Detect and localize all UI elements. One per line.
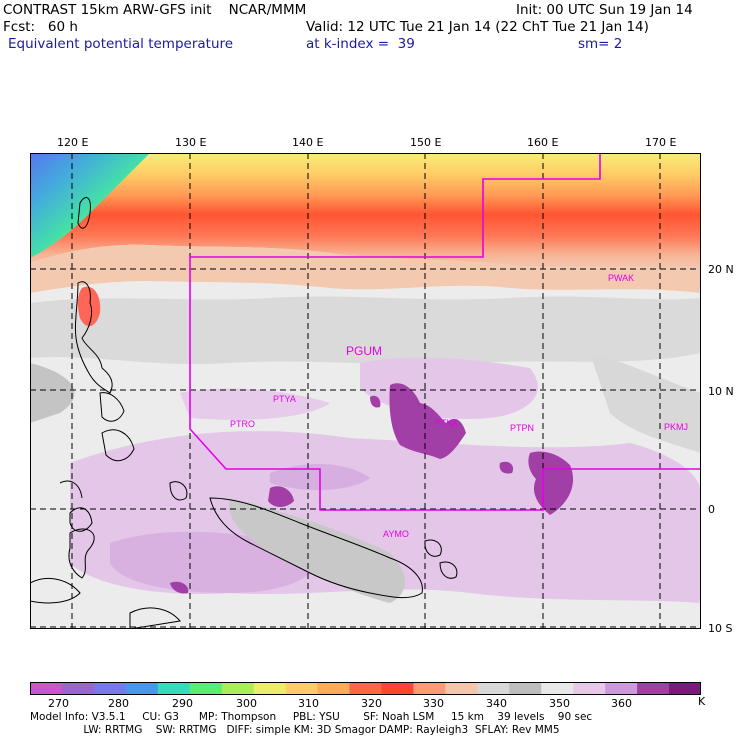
colorbar-label: 330 [423,697,444,710]
taiwan-coast [77,197,91,229]
colorbar-frame [30,682,701,695]
colorbar-swatch [30,682,63,695]
station-label: AYMO [383,529,409,539]
warm-spot [77,286,101,327]
station-label: PTPN [510,423,534,433]
bougainville-coast [439,561,458,579]
header-init-time: Init: 00 UTC Sun 19 Jan 14 [516,2,693,18]
colorbar-swatch [349,682,382,695]
theta-e-map: PWAK PGUM PTYA PTRO PTKK PTPN PKMJ AYMO [30,153,701,629]
colorbar-swatch [253,682,287,695]
colorbar-label: 290 [172,697,193,710]
grey-band-west [30,363,75,423]
flight-region-boundary [189,153,701,511]
lat-tick-label: 10 S [708,622,733,635]
lon-tick-label: 160 E [527,136,559,149]
header-smoothing: sm= 2 [578,36,623,52]
colorbar-swatch [541,682,574,695]
convective-cell [170,581,189,594]
visayas-coast [99,392,125,422]
colorbar-label: 280 [108,697,129,710]
colorbar-label: 360 [611,697,632,710]
lon-tick-label: 170 E [645,136,677,149]
colorbar-swatch [509,682,542,695]
colorbar-unit: K [698,695,706,708]
model-info-line1: Model Info: V3.5.1 CU: G3 MP: Thompson P… [30,711,593,723]
map-panel: PWAK PGUM PTYA PTRO PTKK PTPN PKMJ AYMO [30,153,701,629]
colorbar-swatch [285,682,319,695]
header-valid-time: Valid: 12 UTC Tue 21 Jan 14 (22 ChT Tue … [306,19,649,35]
colorbar-label: 270 [48,697,69,710]
luzon-coast [74,281,113,394]
new-britain-coast [424,539,442,557]
colorbar-swatch [381,682,414,695]
lat-tick-label: 10 N [708,385,734,398]
station-label: PTRO [230,419,255,429]
colorbar-label: 320 [361,697,382,710]
grey-band-east [590,353,701,453]
colorbar [30,682,701,695]
australia-coast [129,607,181,629]
colorbar-swatch [445,682,478,695]
colorbar-label: 350 [549,697,570,710]
convective-cell [389,383,466,459]
colorbar-swatch [669,682,701,695]
station-label: PKMJ [664,422,688,432]
header-field-name: Equivalent potential temperature [8,36,234,52]
lat-tick-label: 0 [708,503,715,516]
lat-tick-label: 20 N [708,263,734,276]
convective-cell [370,395,381,408]
header-level: at k-index = 39 [306,36,415,52]
lavender-region-north [180,388,330,420]
station-label: PWAK [608,273,634,283]
colorbar-label: 300 [236,697,257,710]
model-info-line2: LW: RRTMG SW: RRTMG DIFF: simple KM: 3D … [30,724,560,736]
convective-cell [499,461,514,474]
station-label: PTYA [273,394,296,404]
colorbar-swatch [93,682,127,695]
highland-grey [229,498,405,603]
coastlines [30,197,458,629]
colorbar-swatch [317,682,351,695]
new-guinea-coast [209,497,423,599]
lon-tick-label: 130 E [175,136,207,149]
colorbar-swatch [221,682,255,695]
colorbar-swatch [157,682,191,695]
mindanao-coast [101,429,135,462]
station-label: PTKK [435,418,459,428]
colorbar-swatch [477,682,510,695]
sulawesi-coast [68,528,95,579]
header-title: CONTRAST 15km ARW-GFS init NCAR/MMM [3,2,307,18]
colorbar-swatch [125,682,159,695]
lon-tick-label: 120 E [57,136,89,149]
lon-tick-label: 140 E [292,136,324,149]
borneo-coast [59,480,93,532]
halmahera-coast [169,481,188,501]
colorbar-label: 310 [298,697,319,710]
colorbar-swatch [637,682,670,695]
convective-cell [268,486,294,507]
header-forecast-hour: Fcst: 60 h [3,19,78,35]
colorbar-swatch [605,682,638,695]
warm-band [30,153,701,271]
convective-cell [528,451,574,515]
colorbar-swatch [189,682,223,695]
colorbar-swatch [573,682,606,695]
map-frame [30,153,701,629]
colorbar-swatch [61,682,95,695]
colorbar-swatch [413,682,446,695]
colorbar-label: 340 [486,697,507,710]
lon-tick-label: 150 E [410,136,442,149]
timor-coast [30,578,81,604]
graticule [30,153,701,629]
grey-band [30,296,701,365]
station-label: PGUM [346,344,382,358]
